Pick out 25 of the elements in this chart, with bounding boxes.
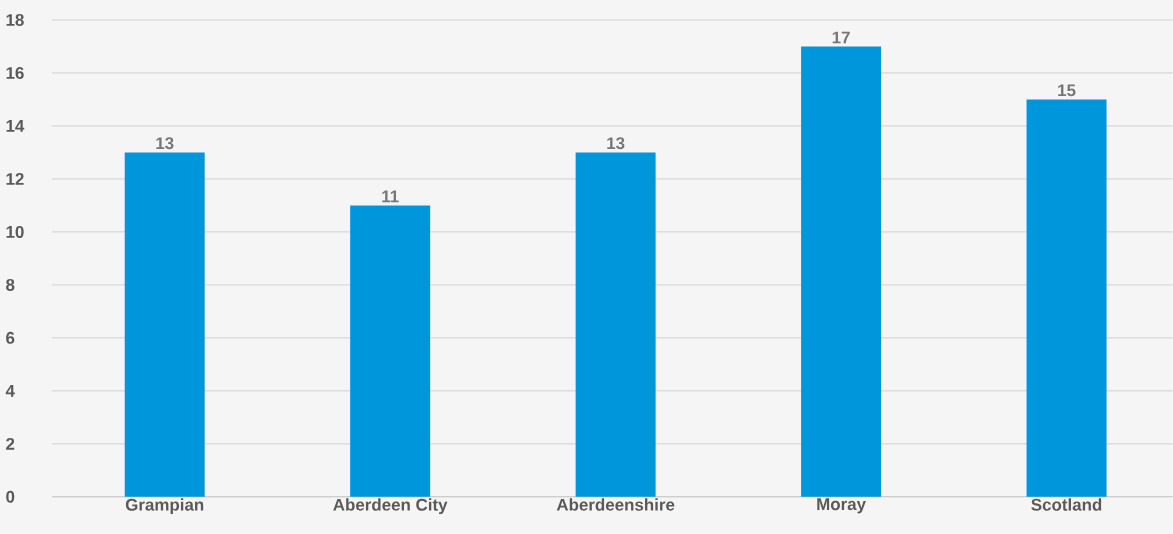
x-tick-label: Scotland — [1031, 498, 1102, 511]
y-tick-label: 8 — [6, 278, 15, 291]
y-tick-label: 6 — [6, 331, 15, 344]
bar — [801, 46, 882, 497]
data-label: 11 — [382, 190, 399, 203]
y-tick-label: 2 — [6, 438, 15, 450]
bar — [575, 152, 656, 497]
y-tick-label: 16 — [6, 67, 24, 80]
data-label: 17 — [832, 31, 850, 44]
y-tick-label: 12 — [6, 173, 24, 185]
y-tick-label: 14 — [6, 120, 25, 132]
x-tick-label: Grampian — [125, 498, 204, 515]
y-tick-label: 4 — [5, 385, 15, 397]
x-tick-label: Aberdeen City — [333, 498, 448, 515]
x-tick-label: Aberdeenshire — [556, 498, 675, 511]
y-tick-label: 18 — [6, 14, 24, 27]
data-label: 15 — [1058, 84, 1076, 97]
y-tick-label: 0 — [6, 490, 15, 503]
bar — [124, 152, 205, 497]
bar — [350, 205, 431, 497]
y-tick-label: 10 — [6, 226, 24, 239]
x-tick-label: Moray — [817, 498, 866, 514]
data-label: 13 — [607, 137, 625, 150]
bar — [1026, 99, 1107, 497]
data-label: 13 — [156, 137, 174, 150]
